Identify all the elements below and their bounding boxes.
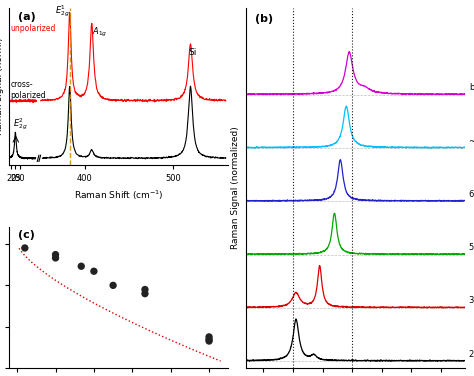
Point (205, 338, 213, 344)
Text: $E^1_{2g}$: $E^1_{2g}$ (55, 4, 69, 19)
Text: (b): (b) (255, 14, 273, 24)
Text: 3 layers: 3 layers (469, 297, 474, 305)
Text: bulk: bulk (469, 83, 474, 92)
Text: Si: Si (188, 48, 196, 57)
Y-axis label: Raman signal (norm.): Raman signal (norm.) (0, 37, 4, 135)
Point (21, 245, 28, 251)
Text: unpolarized: unpolarized (11, 24, 56, 33)
Point (90, 268, 98, 274)
Point (205, 334, 213, 340)
Point (141, 291, 149, 297)
Text: 6 layers: 6 layers (469, 190, 474, 199)
Point (52, 252, 59, 258)
Point (52, 255, 59, 261)
Point (77, 263, 85, 269)
Text: (a): (a) (18, 12, 36, 22)
Text: $A_{1g}$: $A_{1g}$ (92, 26, 108, 39)
Text: $E^2_{2g}$: $E^2_{2g}$ (13, 117, 27, 132)
Text: 2 layers: 2 layers (469, 350, 474, 359)
Text: ~10 layers: ~10 layers (469, 136, 474, 146)
Text: (c): (c) (18, 230, 35, 241)
Point (141, 287, 149, 293)
Y-axis label: Raman Signal (normalized): Raman Signal (normalized) (231, 127, 240, 249)
Text: cross-
polarized: cross- polarized (11, 80, 46, 100)
Text: 5 layers: 5 layers (469, 243, 474, 252)
Point (205, 337, 213, 343)
Point (109, 282, 117, 288)
X-axis label: Raman Shift (cm$^{-1}$): Raman Shift (cm$^{-1}$) (74, 188, 164, 202)
